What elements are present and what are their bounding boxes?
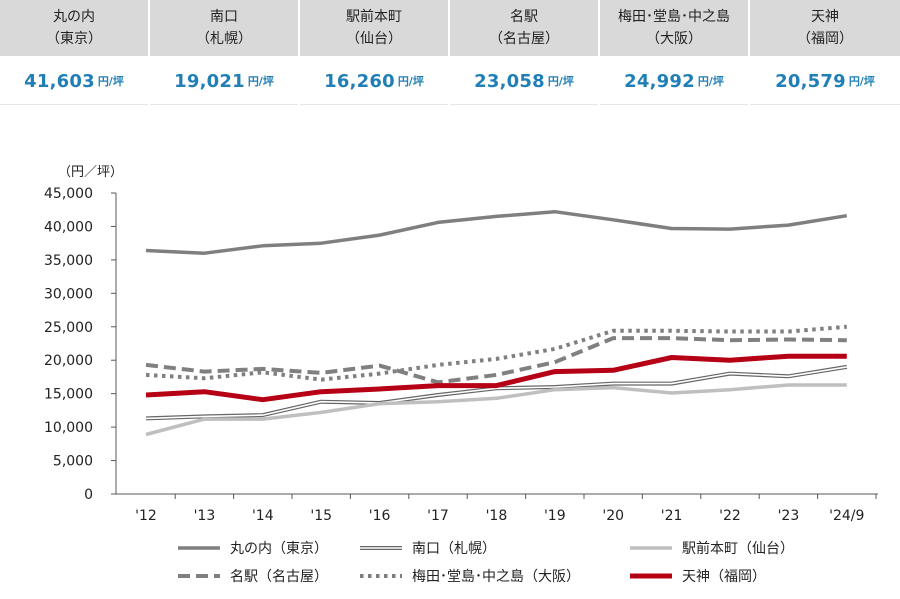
y-tick-label: 45,000 [44,186,93,202]
rent-value: 19,021 [174,70,245,92]
x-tick-label: '21 [661,508,683,524]
x-tick-label: '18 [486,508,508,524]
summary-table: 丸の内 （東京） 41,603 円/坪 南口 （札幌） 19,021 円/坪 駅… [0,0,900,106]
summary-column-meieki: 名駅 （名古屋） 23,058 円/坪 [450,0,600,106]
summary-column-marunouchi: 丸の内 （東京） 41,603 円/坪 [0,0,150,106]
rent-unit: 円/坪 [97,75,124,88]
y-tick-label: 20,000 [44,353,93,369]
area-name: 駅前本町 [346,9,402,25]
x-tick-label: '19 [544,508,566,524]
summary-header: 丸の内 （東京） [0,0,148,56]
x-tick-label: '12 [135,508,157,524]
summary-value-cell: 23,058 円/坪 [450,58,598,105]
series-line-s3 [145,336,847,385]
area-city: （札幌） [196,31,252,47]
area-name: 名駅 [510,9,538,25]
summary-column-tenjin: 天神 （福岡） 20,579 円/坪 [750,0,900,106]
rent-unit: 円/坪 [547,75,574,88]
summary-header: 天神 （福岡） [750,0,900,56]
summary-value-cell: 24,992 円/坪 [600,58,748,105]
summary-column-ekimaehonmachi: 駅前本町 （仙台） 16,260 円/坪 [300,0,450,106]
summary-value-cell: 19,021 円/坪 [150,58,298,105]
y-tick-label: 40,000 [44,219,93,235]
x-tick-label: '20 [602,508,624,524]
area-city: （名古屋） [489,31,559,47]
rent-value: 41,603 [24,70,95,92]
summary-header: 南口 （札幌） [150,0,298,56]
summary-column-minamiguchi: 南口 （札幌） 19,021 円/坪 [150,0,300,106]
x-tick-label: '15 [310,508,332,524]
y-tick-label: 0 [84,487,93,503]
legend-label: 丸の内（東京） [230,541,328,557]
rent-value: 20,579 [775,70,846,92]
area-name: 天神 [811,9,839,25]
rent-unit: 円/坪 [397,75,424,88]
x-tick-label: '17 [427,508,449,524]
summary-header: 名駅 （名古屋） [450,0,598,56]
y-tick-label: 15,000 [44,387,93,403]
area-city: （大阪） [646,31,702,47]
series-line-s0 [145,209,848,255]
x-tick-label: '16 [369,508,391,524]
series-line-s2 [145,383,847,437]
area-city: （仙台） [346,31,402,47]
legend-label: 天神（福岡） [682,569,766,585]
rent-unit: 円/坪 [247,75,274,88]
area-name: 南口 [210,9,238,25]
summary-header: 梅田･堂島･中之島 （大阪） [600,0,748,56]
rent-value: 24,992 [624,70,695,92]
area-name: 丸の内 [53,9,95,25]
y-tick-label: 30,000 [44,286,93,302]
y-tick-label: 10,000 [44,420,93,436]
series-line-s4 [145,324,847,382]
area-city: （東京） [46,31,102,47]
y-tick-label: 5,000 [53,454,93,470]
chart-axes: 0 5,000 10,000 15,000 20,000 25,000 30,000 35,0… [44,186,878,524]
x-tick-label: '14 [252,508,274,524]
y-tick-label: 35,000 [44,253,93,269]
rent-unit: 円/坪 [697,75,724,88]
legend-label: 駅前本町（仙台） [682,540,794,557]
area-city: （福岡） [797,31,853,47]
y-tick-label: 25,000 [44,320,93,336]
x-tick-label: '22 [719,508,741,524]
y-axis-label: （円／坪） [58,165,123,180]
summary-value-cell: 20,579 円/坪 [750,58,900,105]
series-line-s5 [145,353,847,403]
rent-value: 23,058 [474,70,545,92]
legend-label: 梅田･堂島･中之島（大阪） [412,569,580,585]
chart-legend: 丸の内（東京） 南口（札幌） 駅前本町（仙台） 名駅（名古屋） 梅田･堂島･中之島（大阪… [178,540,794,585]
summary-header: 駅前本町 （仙台） [300,0,448,56]
chart-series [145,209,848,437]
summary-column-umeda: 梅田･堂島･中之島 （大阪） 24,992 円/坪 [600,0,750,106]
summary-value-cell: 16,260 円/坪 [300,58,448,105]
legend-label: 南口（札幌） [412,541,496,557]
series-line-inner-s1 [145,366,847,420]
rent-value: 16,260 [324,70,395,92]
x-tick-label: '23 [778,508,800,524]
x-tick-label: '13 [194,508,216,524]
summary-value-cell: 41,603 円/坪 [0,58,148,105]
legend-label: 名駅（名古屋） [230,569,328,585]
rent-unit: 円/坪 [848,75,875,88]
x-tick-label: '24/9 [829,508,864,524]
area-name: 梅田･堂島･中之島 [618,9,730,25]
